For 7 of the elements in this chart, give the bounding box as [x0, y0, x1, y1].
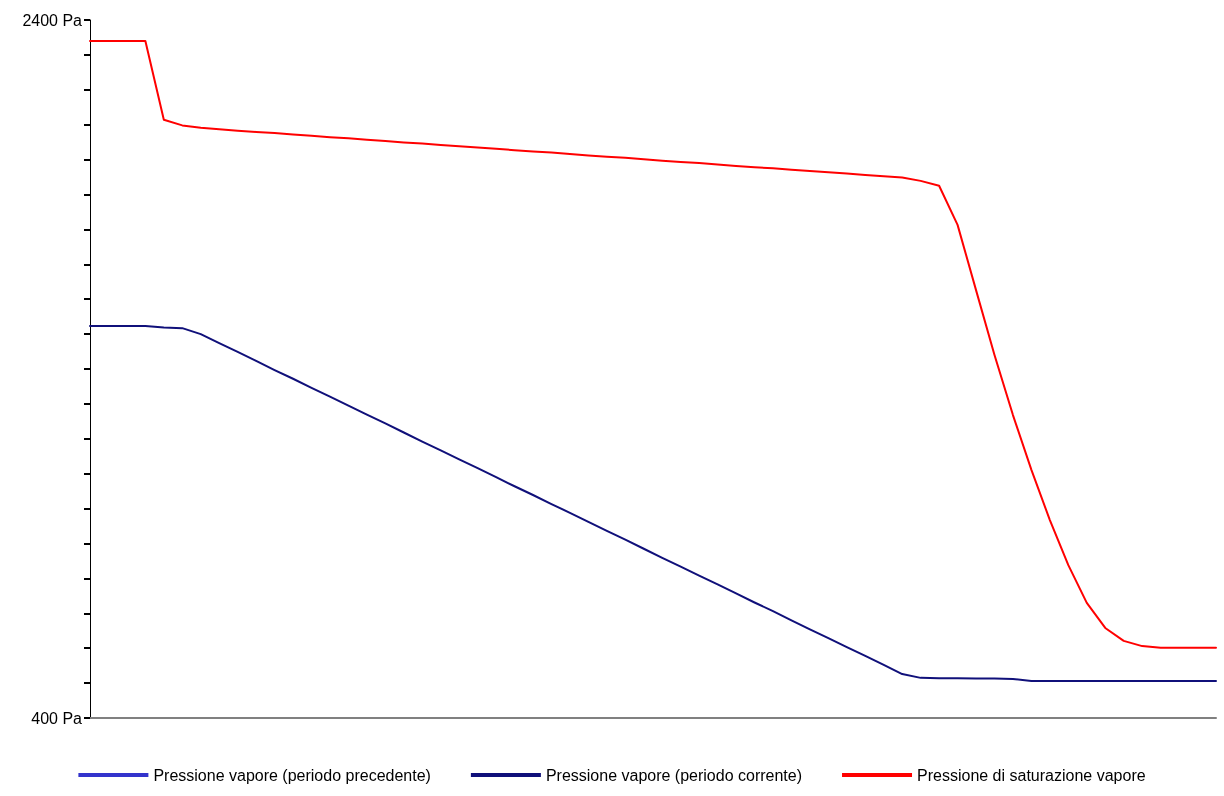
line-series [89, 325, 1217, 683]
legend-label: Pressione vapore (periodo precedente) [153, 766, 431, 784]
legend-label: Pressione di saturazione vapore [917, 766, 1146, 784]
y-tick-label: 2400 Pa [22, 11, 83, 29]
legend-label: Pressione vapore (periodo corrente) [545, 766, 803, 784]
line-series [89, 39, 1217, 649]
y-tick-label: 400 Pa [31, 709, 83, 727]
